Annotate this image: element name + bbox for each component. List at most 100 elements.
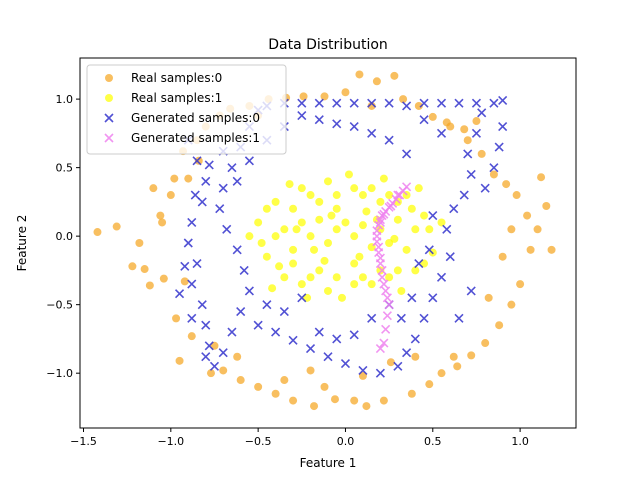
data-point-series-1	[341, 218, 350, 227]
data-point-series-2	[239, 265, 249, 275]
data-point-series-0	[112, 222, 121, 231]
data-point-series-1	[310, 245, 319, 254]
data-point-series-0	[442, 118, 451, 127]
data-point-series-2	[384, 98, 394, 108]
x-tick-label: 0.0	[337, 435, 355, 448]
legend-label: Generated samples:1	[131, 131, 260, 145]
legend-marker	[104, 133, 114, 143]
data-point-series-1	[324, 239, 332, 247]
data-point-series-3	[379, 338, 389, 348]
data-point-series-2	[187, 313, 197, 323]
data-point-series-0	[484, 293, 493, 302]
data-point-series-0	[537, 173, 546, 182]
data-point-series-0	[320, 92, 329, 101]
data-point-series-1	[358, 221, 367, 230]
data-point-series-0	[437, 369, 446, 378]
data-point-series-0	[399, 95, 408, 104]
data-point-series-3	[375, 343, 385, 354]
data-point-series-2	[402, 348, 412, 358]
data-point-series-0	[477, 149, 486, 158]
data-point-series-0	[425, 380, 434, 389]
data-point-series-3	[386, 201, 396, 211]
data-point-series-2	[314, 115, 324, 125]
data-point-series-1	[350, 184, 359, 193]
data-point-series-0	[299, 92, 308, 101]
data-point-series-0	[542, 202, 551, 210]
data-point-series-2	[436, 98, 447, 108]
data-point-series-3	[377, 272, 387, 282]
data-point-series-1	[397, 286, 406, 295]
data-point-series-1	[315, 197, 324, 206]
data-point-series-1	[367, 184, 376, 193]
data-point-series-0	[449, 352, 458, 361]
data-point-series-0	[254, 382, 263, 391]
data-point-series-1	[402, 245, 411, 254]
data-point-series-2	[297, 98, 307, 108]
data-point-series-1	[257, 239, 266, 247]
data-point-series-0	[467, 351, 476, 360]
data-point-series-0	[210, 341, 219, 350]
data-point-series-1	[437, 218, 446, 227]
data-point-series-2	[187, 217, 197, 228]
data-point-series-1	[315, 215, 324, 224]
data-point-series-0	[128, 262, 137, 271]
data-point-series-1	[414, 184, 423, 193]
data-point-series-2	[204, 160, 214, 170]
data-point-series-0	[184, 174, 193, 183]
data-point-series-2	[244, 156, 254, 166]
data-point-series-1	[393, 215, 402, 224]
data-point-series-2	[449, 204, 459, 214]
legend-box	[86, 64, 287, 155]
data-point-series-1	[289, 204, 298, 213]
data-point-series-3	[375, 217, 385, 228]
data-point-series-0	[140, 265, 149, 274]
data-point-series-2	[187, 279, 197, 289]
data-point-series-0	[156, 211, 165, 220]
data-point-series-2	[459, 190, 469, 200]
data-point-series-2	[349, 121, 359, 132]
chart-title: Data Distribution	[268, 37, 388, 53]
data-point-series-0	[170, 174, 179, 183]
data-point-series-0	[187, 332, 196, 341]
legend: Real samples:0 Real samples:1 Generated sa…	[86, 64, 287, 155]
data-point-series-2	[340, 359, 351, 369]
data-point-series-1	[292, 225, 301, 234]
data-point-series-2	[314, 327, 324, 337]
data-point-series-3	[377, 265, 387, 275]
data-point-series-1	[245, 232, 254, 241]
data-point-series-2	[232, 245, 242, 255]
data-point-series-0	[172, 314, 181, 323]
data-point-series-1	[350, 232, 359, 241]
data-point-series-2	[477, 108, 487, 118]
points-layer	[93, 70, 556, 411]
legend-marker	[105, 74, 113, 82]
data-point-series-2	[192, 258, 202, 269]
data-point-series-0	[206, 369, 215, 378]
data-point-series-1	[306, 191, 315, 200]
data-point-series-2	[201, 176, 211, 186]
data-point-series-2	[358, 365, 368, 376]
data-point-series-2	[174, 289, 185, 299]
data-point-series-1	[289, 259, 298, 268]
data-point-series-2	[494, 142, 504, 152]
ticks-layer: −1.5 −1.0 −0.5 0.0 0.5 1.0 −1.0 −0.5 0.0 0.5 1.0	[46, 93, 529, 448]
data-point-series-0	[428, 112, 437, 121]
data-point-series-1	[358, 273, 367, 282]
data-point-series-0	[533, 225, 542, 234]
data-point-series-2	[201, 352, 211, 362]
data-point-series-0	[93, 228, 102, 237]
data-point-series-2	[218, 183, 228, 193]
data-point-series-3	[379, 209, 389, 219]
data-point-series-2	[349, 98, 359, 108]
data-point-series-1	[332, 204, 341, 213]
data-point-series-2	[471, 98, 482, 108]
data-point-series-1	[332, 191, 341, 200]
data-point-series-0	[289, 396, 298, 405]
data-point-series-1	[262, 204, 271, 213]
data-point-series-2	[332, 334, 342, 344]
data-point-series-2	[454, 98, 464, 108]
data-point-series-1	[332, 225, 341, 234]
data-point-series-3	[381, 286, 391, 296]
data-point-series-1	[337, 293, 346, 302]
data-point-series-2	[454, 313, 464, 323]
